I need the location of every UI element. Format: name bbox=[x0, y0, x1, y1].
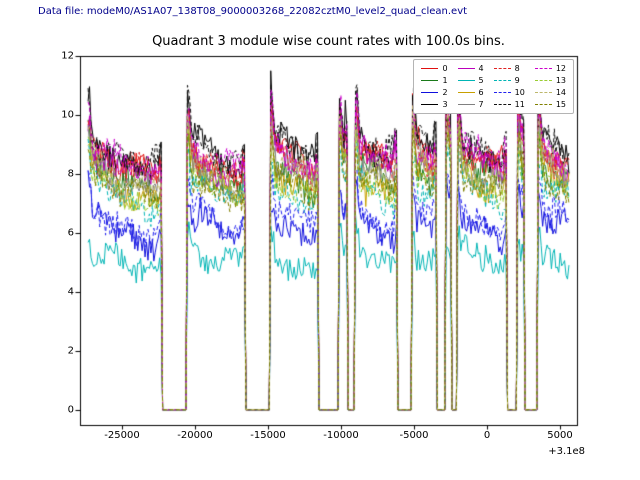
y-tick-label: 12 bbox=[61, 50, 74, 62]
legend-line-sample-icon bbox=[457, 104, 475, 105]
legend-label: 2 bbox=[442, 88, 448, 97]
legend-label: 12 bbox=[555, 64, 566, 73]
legend-label: 3 bbox=[442, 100, 448, 109]
legend-label: 14 bbox=[555, 88, 566, 97]
x-tick-label: 5000 bbox=[547, 430, 573, 441]
x-tick-label: 0 bbox=[483, 430, 491, 441]
legend-label: 15 bbox=[555, 100, 566, 109]
legend-item: 11 bbox=[493, 100, 525, 109]
legend-label: 10 bbox=[514, 88, 525, 97]
legend-item: 8 bbox=[493, 64, 525, 73]
legend-item: 14 bbox=[534, 88, 566, 97]
legend-item: 3 bbox=[421, 100, 448, 109]
x-offset-label: +3.1e8 bbox=[548, 446, 585, 457]
legend-line-sample-icon bbox=[457, 92, 475, 93]
legend-line-sample-icon bbox=[421, 92, 439, 93]
legend-label: 13 bbox=[555, 76, 566, 85]
y-tick-label: 4 bbox=[67, 286, 74, 298]
legend-line-sample-icon bbox=[457, 80, 475, 81]
legend-item: 7 bbox=[457, 100, 484, 109]
y-tick-label: 8 bbox=[67, 168, 74, 180]
legend-item: 12 bbox=[534, 64, 566, 73]
legend-line-sample-icon bbox=[457, 68, 475, 69]
legend-line-sample-icon bbox=[493, 104, 511, 105]
legend-line-sample-icon bbox=[421, 80, 439, 81]
legend-line-sample-icon bbox=[493, 80, 511, 81]
legend-label: 9 bbox=[514, 76, 520, 85]
legend-label: 8 bbox=[514, 64, 520, 73]
legend-label: 11 bbox=[514, 100, 525, 109]
y-tick-label: 2 bbox=[67, 345, 74, 357]
legend-line-sample-icon bbox=[421, 68, 439, 69]
legend-line-sample-icon bbox=[534, 80, 552, 81]
x-tick-label: -15000 bbox=[250, 430, 286, 441]
legend: 0 1 2 3 4 5 6 7 8 9 10 11 12 13 14 15 bbox=[413, 59, 574, 114]
legend-item: 5 bbox=[457, 76, 484, 85]
legend-line-sample-icon bbox=[493, 92, 511, 93]
legend-label: 6 bbox=[478, 88, 484, 97]
legend-label: 7 bbox=[478, 100, 484, 109]
legend-item: 0 bbox=[421, 64, 448, 73]
legend-line-sample-icon bbox=[534, 104, 552, 105]
legend-label: 0 bbox=[442, 64, 448, 73]
x-tick-label: -20000 bbox=[177, 430, 213, 441]
legend-item: 13 bbox=[534, 76, 566, 85]
x-tick-label: -5000 bbox=[399, 430, 429, 441]
legend-item: 9 bbox=[493, 76, 525, 85]
legend-line-sample-icon bbox=[534, 92, 552, 93]
y-tick-label: 10 bbox=[61, 109, 74, 121]
legend-item: 4 bbox=[457, 64, 484, 73]
legend-label: 5 bbox=[478, 76, 484, 85]
legend-item: 6 bbox=[457, 88, 484, 97]
legend-item: 15 bbox=[534, 100, 566, 109]
legend-item: 2 bbox=[421, 88, 448, 97]
legend-line-sample-icon bbox=[534, 68, 552, 69]
y-tick-label: 6 bbox=[67, 227, 74, 239]
y-tick-label: 0 bbox=[67, 404, 74, 416]
legend-item: 10 bbox=[493, 88, 525, 97]
legend-line-sample-icon bbox=[493, 68, 511, 69]
legend-label: 4 bbox=[478, 64, 484, 73]
x-tick-label: -25000 bbox=[104, 430, 140, 441]
x-tick-label: -10000 bbox=[323, 430, 359, 441]
legend-line-sample-icon bbox=[421, 104, 439, 105]
legend-item: 1 bbox=[421, 76, 448, 85]
legend-label: 1 bbox=[442, 76, 448, 85]
